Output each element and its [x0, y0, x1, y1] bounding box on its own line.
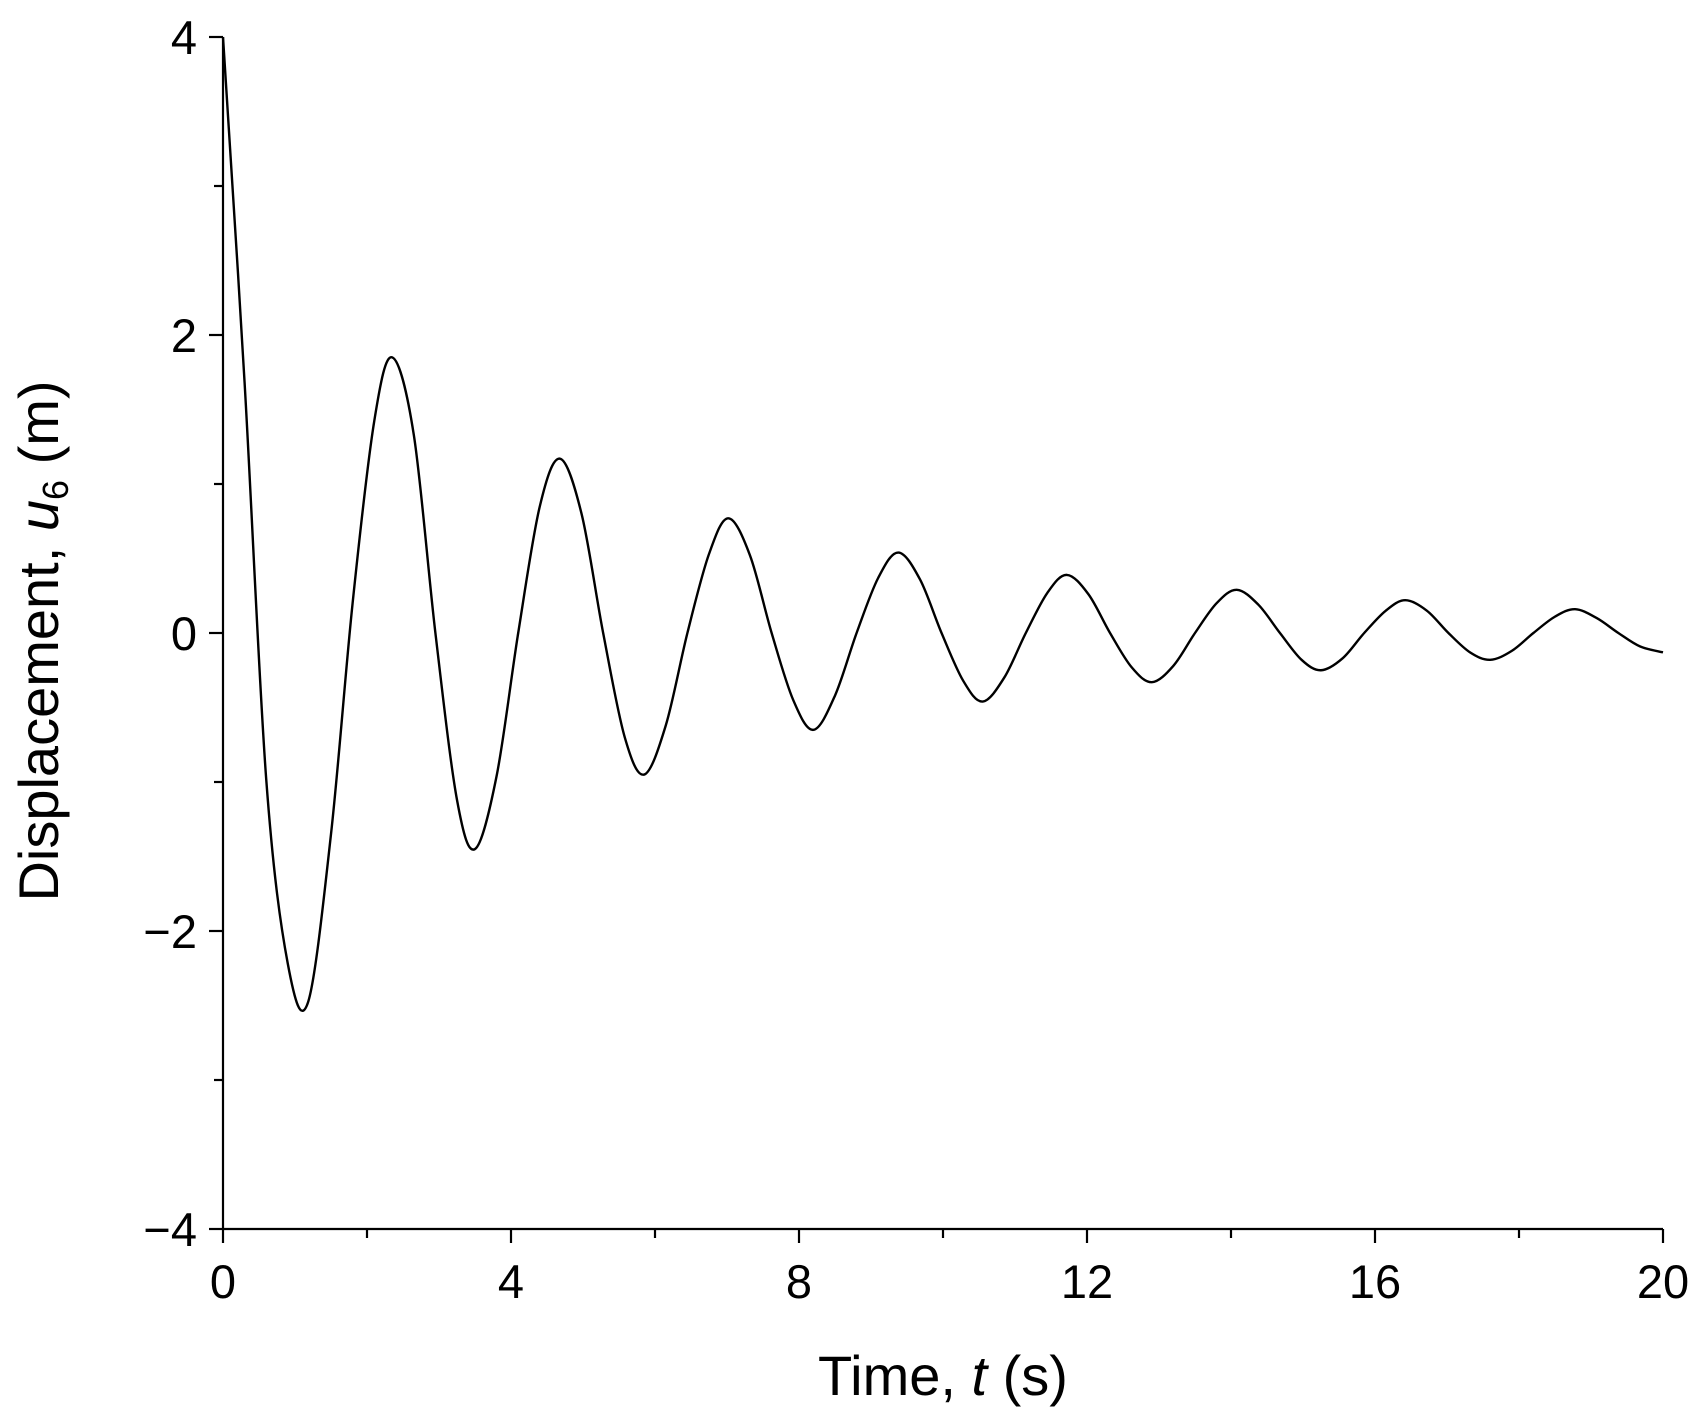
x-tick-label: 8	[786, 1255, 812, 1308]
displacement-series-line	[221, 36, 1664, 1012]
y-tick-label: 4	[171, 11, 197, 64]
y-axis-title-unit: (m)	[7, 380, 70, 480]
x-axis-title-unit: (s)	[987, 1344, 1068, 1407]
x-axis: 0 4 8 12 16 20	[210, 1227, 1689, 1308]
x-tick-label: 4	[498, 1255, 524, 1308]
y-tick-label: 2	[171, 309, 197, 362]
x-tick-label: 12	[1061, 1255, 1113, 1308]
x-axis-title-prefix: Time,	[818, 1344, 971, 1407]
y-axis-title-subscript: 6	[35, 480, 76, 500]
y-tick-label: −4	[143, 1203, 197, 1256]
y-axis-title: Displacement, u6 (m)	[7, 380, 76, 901]
y-axis-title-prefix: Displacement,	[7, 531, 70, 901]
y-tick-label: 0	[171, 607, 197, 660]
x-tick-label: 20	[1637, 1255, 1689, 1308]
x-tick-label: 16	[1349, 1255, 1401, 1308]
y-tick-label: −2	[143, 905, 197, 958]
x-tick-label: 0	[210, 1255, 236, 1308]
x-axis-title: Time, t (s)	[818, 1344, 1068, 1407]
x-axis-title-variable: t	[972, 1344, 990, 1407]
y-axis: −4 −2 0 2 4	[143, 11, 225, 1256]
y-tick-labels: −4 −2 0 2 4	[143, 11, 197, 1256]
y-axis-title-variable: u	[7, 500, 70, 531]
x-tick-labels: 0 4 8 12 16 20	[210, 1255, 1689, 1308]
x-ticks	[221, 1229, 1665, 1243]
y-ticks	[209, 35, 223, 1231]
